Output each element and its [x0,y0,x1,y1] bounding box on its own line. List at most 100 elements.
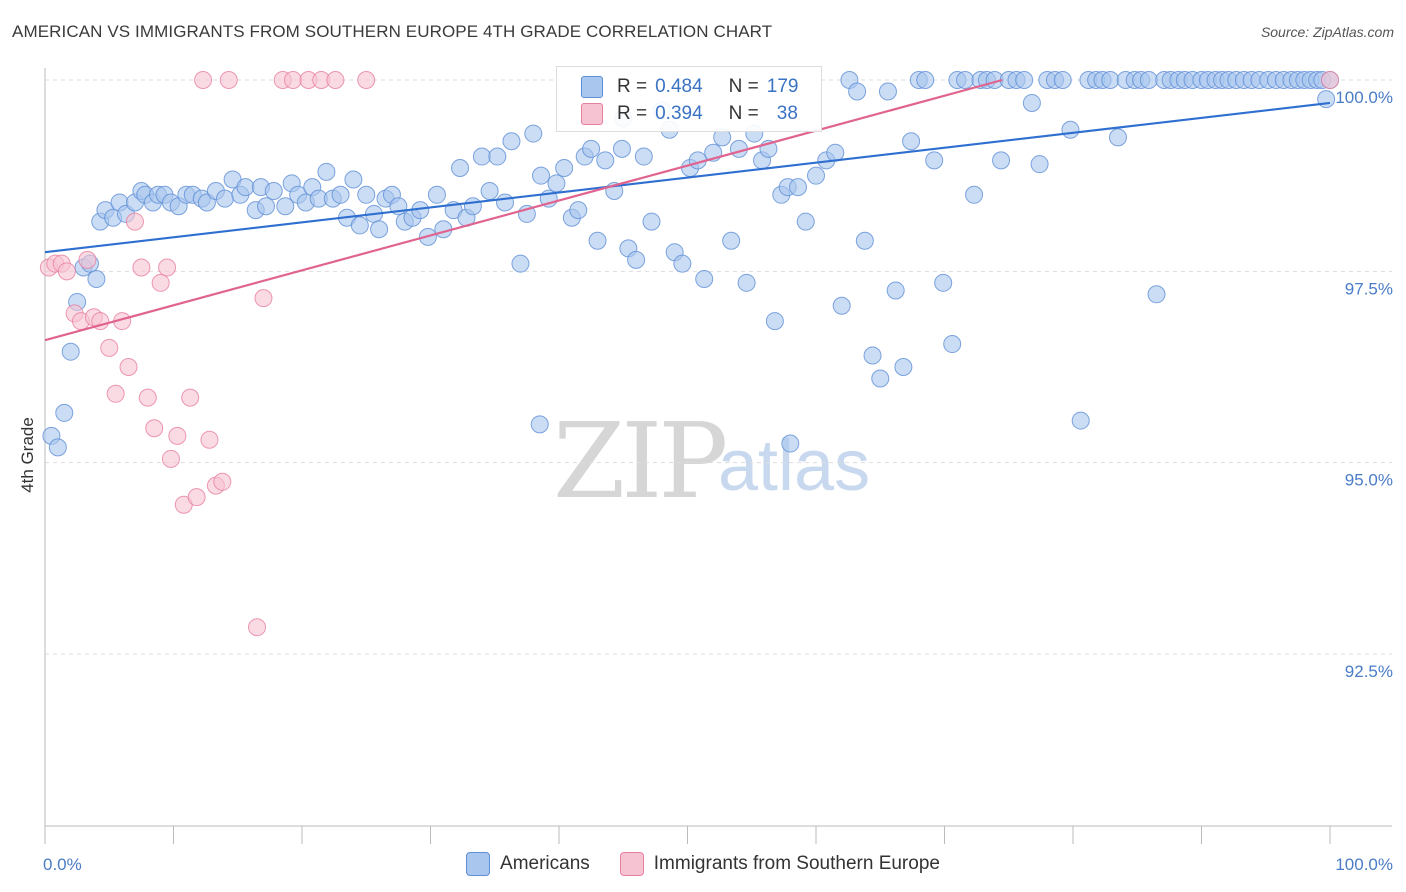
immigrants-point [1321,71,1339,89]
immigrants-trend-line [44,78,1003,342]
americans-point [878,82,897,101]
source-note: Source: ZipAtlas.com [1260,24,1394,40]
immigrants-point [161,449,180,468]
chart-title: AMERICAN VS IMMIGRANTS FROM SOUTHERN EUR… [12,22,773,41]
immigrants-swatch [581,103,603,125]
americans-point [1022,93,1041,112]
immigrants-legend-label: Immigrants from Southern Europe [653,853,940,874]
americans-point [722,231,741,250]
americans-point [634,147,653,166]
americans-point [965,185,984,204]
americans-point [943,335,962,354]
immigrants-point [78,250,97,269]
americans-swatch [581,76,603,98]
americans-point [934,273,953,292]
legend-item-immigrants[interactable]: Immigrants from Southern Europe [619,852,940,876]
immigrants-point [219,71,238,89]
immigrants-point [254,289,273,308]
americans-point [488,147,507,166]
immigrants-point [132,258,151,277]
immigrants-point [181,388,200,407]
axes [44,68,1392,844]
y-tick-label: 95.0% [1345,471,1393,490]
y-tick-label: 100.0% [1335,88,1393,107]
americans-point [276,197,295,216]
y-axis-title: 4th Grade [18,417,37,493]
americans-point [642,212,661,231]
immigrants-r-value: 0.394 [655,103,703,124]
americans-point [555,159,574,178]
immigrants-n-value: 38 [776,103,798,124]
americans-point [264,181,283,200]
americans-point [451,159,470,178]
immigrants-point [284,71,303,89]
americans-point [582,139,601,158]
americans-point [673,254,692,273]
americans-point [627,250,646,269]
immigrants-point [248,618,267,637]
americans-point [894,358,913,376]
x-tick-label-min: 0.0% [43,855,82,874]
americans-point [789,178,808,197]
immigrants-point [357,71,376,89]
immigrants-point [187,488,206,507]
americans-point [511,254,530,273]
americans-n-value: 179 [766,76,799,97]
americans-point [916,71,935,89]
americans-point [1071,411,1090,430]
americans-point [765,312,784,331]
y-tick-label: 92.5% [1345,662,1393,681]
americans-point [871,369,890,388]
immigrants-point [168,426,187,445]
immigrants-point [145,419,164,438]
americans-r-label: R = [617,76,648,97]
americans-point [695,269,714,288]
legend-row-immigrants: R = 0.394 N = 38 [581,102,798,126]
americans-point [925,151,944,170]
immigrants-point [106,384,125,403]
americans-point [992,151,1011,170]
y-tick-label: 97.5% [1345,279,1393,298]
americans-point [902,132,921,151]
americans-point [87,269,106,288]
legend-row-americans: R = 0.484 N = 179 [581,75,798,99]
immigrants-point [194,71,213,89]
americans-points [42,71,1339,457]
americans-point [48,438,67,457]
americans-point [547,174,566,193]
americans-point [1101,71,1120,89]
americans-point [848,82,867,101]
americans-point [463,197,482,216]
americans-point [1061,120,1080,139]
americans-point [1139,71,1158,89]
americans-point [357,185,376,204]
americans-point [1015,71,1034,89]
immigrants-point [200,430,219,449]
americans-point [588,231,607,250]
americans-point [569,201,588,220]
americans-point [863,346,882,365]
immigrants-legend-swatch [619,852,644,876]
americans-point [344,170,363,189]
immigrants-point [138,388,157,407]
series-legend: Americans Immigrants from Southern Europ… [0,852,1406,876]
americans-point [807,166,825,185]
americans-point [886,281,905,300]
americans-r-value: 0.484 [655,76,703,97]
americans-legend-label: Americans [500,853,590,874]
tick-labels: 92.5% 95.0% 97.5% 100.0% 0.0% 100.0% [43,88,1393,874]
americans-point [1030,155,1049,174]
americans-trend-line [44,101,1331,254]
americans-point [596,151,615,170]
immigrants-point [119,358,138,376]
americans-point [427,185,446,204]
americans-point [796,212,815,231]
watermark-zip: ZIP [553,400,728,522]
immigrants-points [39,71,1339,637]
immigrants-point [213,472,232,491]
americans-point [215,189,234,208]
americans-point [236,178,255,197]
americans-point [855,231,874,250]
legend-item-americans[interactable]: Americans [466,852,590,876]
